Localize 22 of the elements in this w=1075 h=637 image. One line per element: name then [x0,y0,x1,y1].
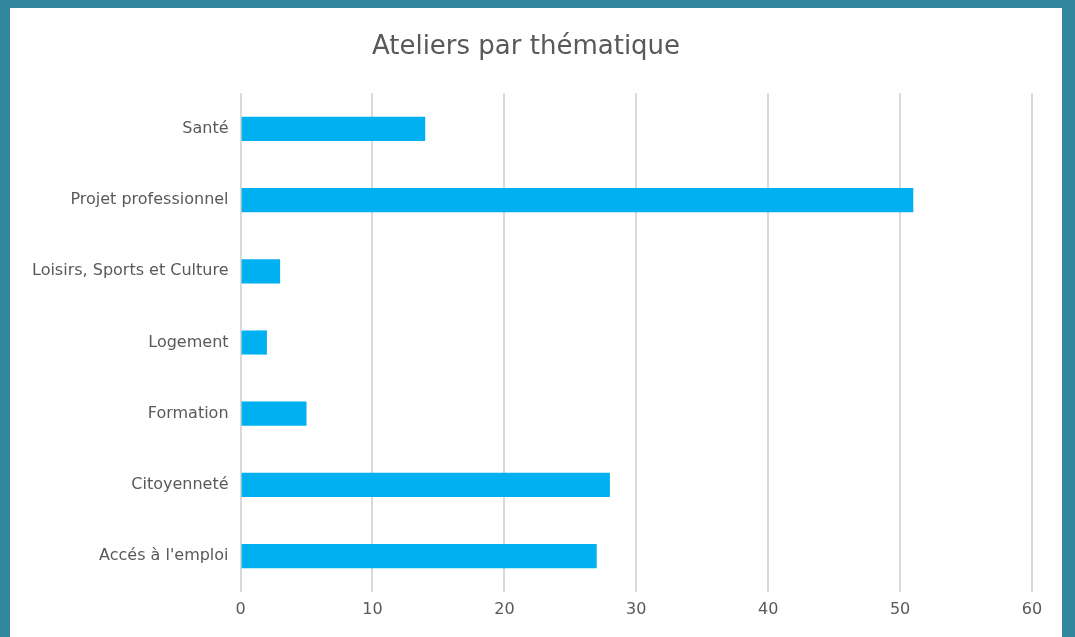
y-tick-label: Logement [148,331,229,351]
y-tick-label: Projet professionnel [70,189,229,209]
y-tick-label: Santé [182,117,229,137]
bar [241,472,610,498]
y-tick-label: Loisirs, Sports et Culture [31,260,229,280]
bar [241,259,281,284]
chart-title: Ateliers par thématique [371,30,681,61]
x-tick-label: 40 [758,598,779,618]
y-tick-label: Accés à l'emploi [99,545,229,565]
x-tick-label: 30 [626,598,647,618]
y-tick-label: Citoyenneté [131,474,229,494]
x-tick-label: 50 [889,598,911,618]
bar [241,330,267,355]
x-tick-label: 10 [362,598,383,618]
bar [241,401,307,426]
bar [241,187,914,213]
bar [241,116,426,141]
x-tick-label: 20 [494,598,515,618]
x-tick-label: 60 [1021,598,1043,618]
x-tick-label: 0 [235,598,246,618]
y-tick-label: Formation [147,402,229,422]
bar [241,544,597,569]
